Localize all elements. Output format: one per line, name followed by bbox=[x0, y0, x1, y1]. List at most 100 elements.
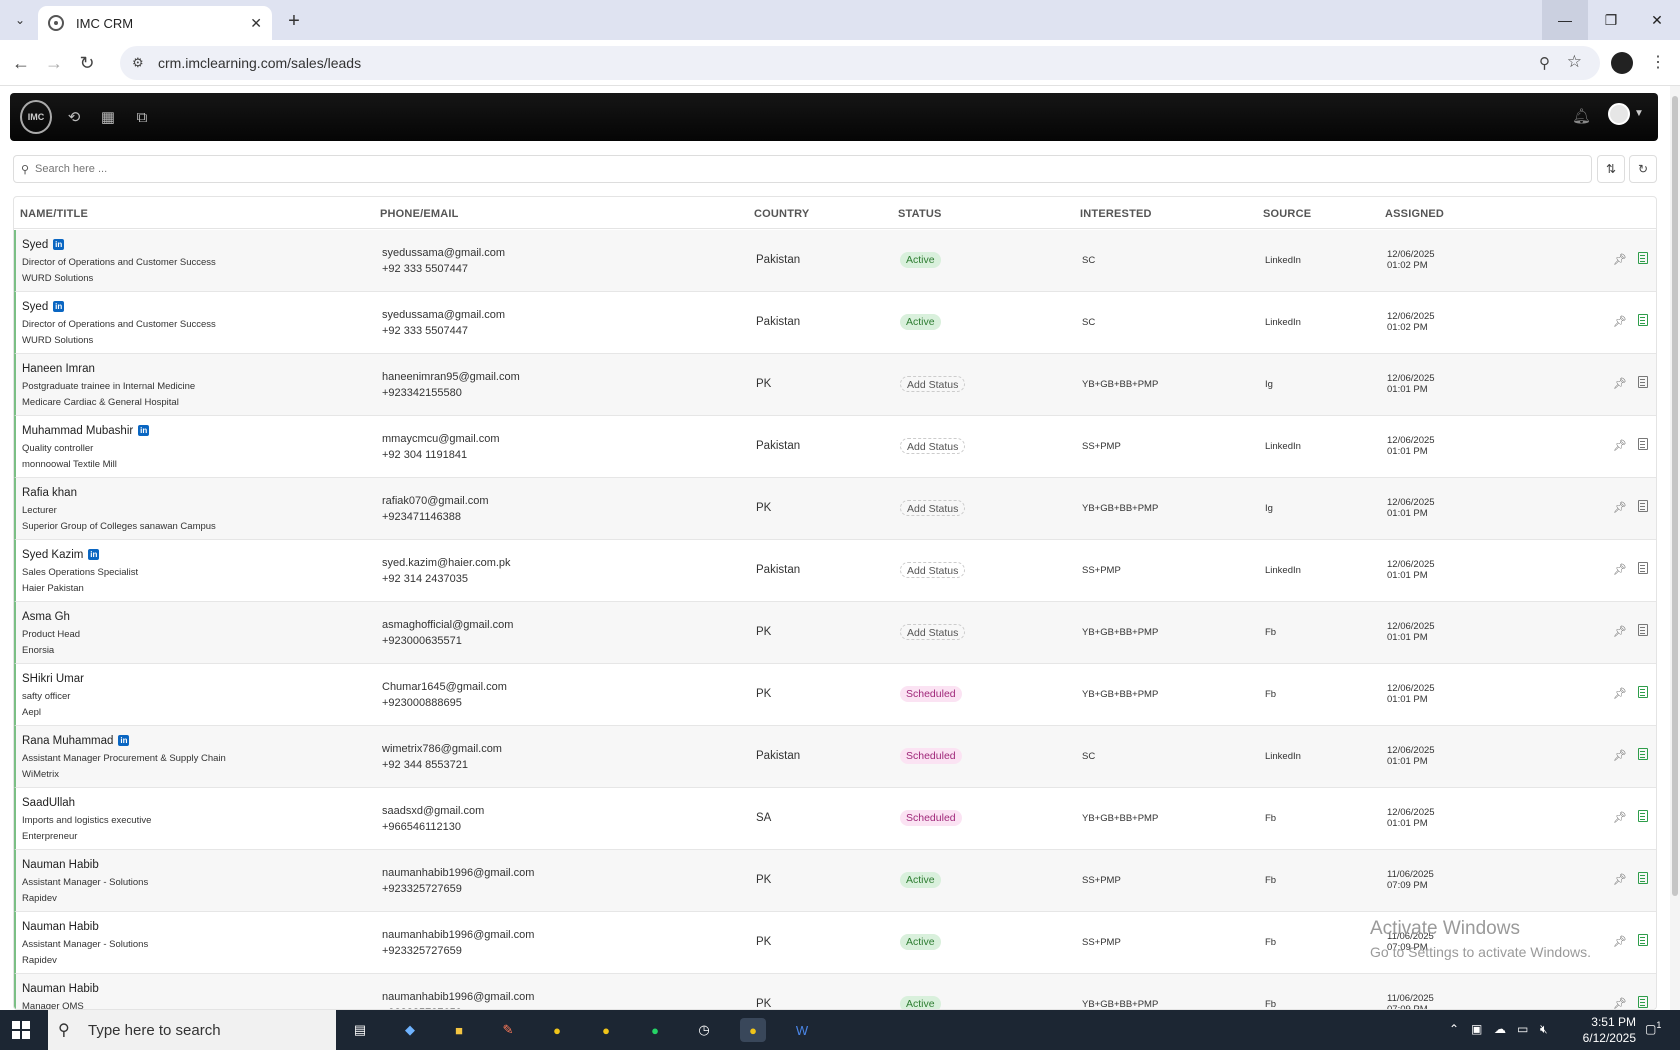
table-row[interactable]: Nauman Habib Assistant Manager - Solution… bbox=[14, 912, 1656, 974]
lead-name[interactable]: Rafia khan bbox=[22, 487, 77, 499]
notes-document-icon[interactable] bbox=[1638, 686, 1648, 698]
linkedin-icon[interactable]: in bbox=[53, 301, 65, 312]
copilot-icon[interactable]: ◆ bbox=[405, 1022, 415, 1037]
lead-name[interactable]: Muhammad Mubashir in bbox=[22, 425, 150, 437]
pin-icon[interactable]: 📌︎ bbox=[1613, 564, 1627, 576]
lead-name[interactable]: Nauman Habib bbox=[22, 921, 99, 933]
calendar-check-icon[interactable]: ▦ bbox=[100, 109, 116, 126]
pin-icon[interactable]: 📌︎ bbox=[1613, 812, 1627, 824]
file-explorer-icon[interactable]: ■ bbox=[455, 1022, 463, 1038]
lead-name-text[interactable]: Rana Muhammad bbox=[22, 735, 114, 747]
notes-document-icon[interactable] bbox=[1638, 314, 1648, 326]
notes-document-icon[interactable] bbox=[1638, 500, 1648, 512]
table-row[interactable]: Nauman Habib Assistant Manager - Solution… bbox=[14, 850, 1656, 912]
lead-name-text[interactable]: Rafia khan bbox=[22, 487, 77, 499]
lead-name[interactable]: SHikri Umar bbox=[22, 673, 84, 685]
pin-icon[interactable]: 📌︎ bbox=[1613, 750, 1627, 762]
chrome-icon[interactable]: ● bbox=[553, 1022, 561, 1038]
lead-name-text[interactable]: Syed Kazim bbox=[22, 549, 84, 561]
chrome-profile-icon[interactable]: ● bbox=[602, 1022, 610, 1038]
notes-document-icon[interactable] bbox=[1638, 376, 1648, 388]
refresh-cycle-icon[interactable]: ⟲ bbox=[67, 109, 81, 126]
status-badge[interactable]: Active bbox=[900, 872, 941, 888]
linkedin-icon[interactable]: in bbox=[88, 549, 100, 560]
notes-document-icon[interactable] bbox=[1638, 562, 1648, 574]
status-badge[interactable]: Scheduled bbox=[900, 748, 962, 764]
table-row[interactable]: SHikri Umar safty officer Aepl Chumar1645@g… bbox=[14, 664, 1656, 726]
lead-name-text[interactable]: Nauman Habib bbox=[22, 983, 99, 995]
pin-icon[interactable]: 📌︎ bbox=[1613, 626, 1627, 638]
zoom-icon[interactable]: ⚲ bbox=[1539, 55, 1550, 72]
status-badge[interactable]: Scheduled bbox=[900, 810, 962, 826]
table-row[interactable]: Syed Kazim in Sales Operations Specialist H… bbox=[14, 540, 1656, 602]
lead-name[interactable]: Nauman Habib bbox=[22, 859, 99, 871]
table-row[interactable]: Syed in Director of Operations and Custome… bbox=[14, 230, 1656, 292]
lead-name[interactable]: Asma Gh bbox=[22, 611, 70, 623]
notes-document-icon[interactable] bbox=[1638, 748, 1648, 760]
lead-name-text[interactable]: Nauman Habib bbox=[22, 859, 99, 871]
status-badge[interactable]: Add Status bbox=[900, 438, 966, 454]
table-row[interactable]: SaadUllah Imports and logistics executive… bbox=[14, 788, 1656, 850]
lead-name[interactable]: Syed in bbox=[22, 301, 65, 313]
pin-icon[interactable]: 📌︎ bbox=[1613, 254, 1627, 266]
lead-name-text[interactable]: Asma Gh bbox=[22, 611, 70, 623]
status-badge[interactable]: Add Status bbox=[900, 376, 966, 392]
notes-document-icon[interactable] bbox=[1638, 872, 1648, 884]
lead-name[interactable]: Syed in bbox=[22, 239, 65, 251]
lead-name[interactable]: Rana Muhammad in bbox=[22, 735, 130, 747]
pin-icon[interactable]: 📌︎ bbox=[1613, 316, 1627, 328]
url-text[interactable]: crm.imclearning.com/sales/leads bbox=[158, 55, 362, 71]
pin-icon[interactable]: 📌︎ bbox=[1613, 378, 1627, 390]
site-info-icon[interactable]: ⚙ bbox=[132, 55, 144, 70]
status-badge[interactable]: Add Status bbox=[900, 500, 966, 516]
table-row[interactable]: Muhammad Mubashir in Quality controller mon… bbox=[14, 416, 1656, 478]
restore-button[interactable]: ❐ bbox=[1604, 11, 1618, 28]
notes-document-icon[interactable] bbox=[1638, 934, 1648, 946]
imc-logo[interactable]: IMC bbox=[20, 100, 52, 134]
notes-document-icon[interactable] bbox=[1638, 810, 1648, 822]
linkedin-icon[interactable]: in bbox=[138, 425, 150, 436]
pin-icon[interactable]: 📌︎ bbox=[1613, 440, 1627, 452]
pin-icon[interactable]: 📌︎ bbox=[1613, 688, 1627, 700]
status-badge[interactable]: Active bbox=[900, 252, 941, 268]
lead-name-text[interactable]: SHikri Umar bbox=[22, 673, 84, 685]
table-row[interactable]: Nauman Habib Manager QMS naumanhabib1996@g… bbox=[14, 974, 1656, 1009]
word-icon[interactable]: W bbox=[795, 1022, 809, 1038]
browser-tab[interactable]: IMC CRM ✕ bbox=[38, 6, 272, 40]
notes-document-icon[interactable] bbox=[1638, 996, 1648, 1008]
pin-icon[interactable]: 📌︎ bbox=[1613, 874, 1627, 886]
clock-app-icon[interactable]: ◷ bbox=[698, 1022, 710, 1037]
lead-name[interactable]: Haneen Imran bbox=[22, 363, 95, 375]
table-row[interactable]: Rafia khan Lecturer Superior Group of Coll… bbox=[14, 478, 1656, 540]
lead-name-text[interactable]: SaadUllah bbox=[22, 797, 76, 809]
lead-name-text[interactable]: Syed bbox=[22, 301, 49, 313]
filter-button[interactable]: ⇅ bbox=[1597, 155, 1625, 183]
lead-name-text[interactable]: Nauman Habib bbox=[22, 921, 99, 933]
status-badge[interactable]: Scheduled bbox=[900, 686, 962, 702]
taskbar-search[interactable]: ⚲ Type here to search bbox=[48, 1010, 336, 1050]
chrome-active-icon[interactable]: ● bbox=[740, 1018, 766, 1042]
back-button[interactable]: ← bbox=[12, 52, 30, 73]
table-row[interactable]: Syed in Director of Operations and Custome… bbox=[14, 292, 1656, 354]
status-badge[interactable]: Active bbox=[900, 934, 941, 950]
task-view-icon[interactable]: ▤ bbox=[353, 1022, 367, 1037]
status-badge[interactable]: Active bbox=[900, 314, 941, 330]
browser-menu-icon[interactable]: ⋮ bbox=[1650, 54, 1666, 71]
notes-document-icon[interactable] bbox=[1638, 252, 1648, 264]
lead-name-text[interactable]: Haneen Imran bbox=[22, 363, 95, 375]
refresh-button[interactable]: ↻ bbox=[1629, 155, 1657, 183]
lead-name-text[interactable]: Syed bbox=[22, 239, 49, 251]
taskbar-clock[interactable]: 3:51 PM 6/12/2025 bbox=[1570, 1014, 1636, 1046]
page-scrollbar[interactable] bbox=[1670, 86, 1680, 1010]
volume-muted-icon[interactable]: 🔇︎ bbox=[1540, 1022, 1548, 1036]
whatsapp-icon[interactable]: ● bbox=[651, 1022, 659, 1038]
tab-search-button[interactable]: ⌄ bbox=[14, 13, 26, 27]
app-pin-icon[interactable]: ✎ bbox=[502, 1022, 514, 1037]
forward-button[interactable]: → bbox=[45, 52, 63, 73]
linkedin-icon[interactable]: in bbox=[118, 735, 130, 746]
close-tab-icon[interactable]: ✕ bbox=[250, 14, 262, 31]
windows-start-icon[interactable] bbox=[12, 1021, 30, 1039]
lead-name[interactable]: Syed Kazim in bbox=[22, 549, 100, 561]
onedrive-icon[interactable]: ☁ bbox=[1494, 1022, 1506, 1036]
pin-icon[interactable]: 📌︎ bbox=[1613, 502, 1627, 514]
